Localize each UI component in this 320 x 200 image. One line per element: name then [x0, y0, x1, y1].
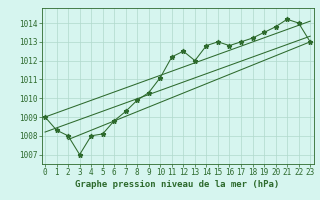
- X-axis label: Graphe pression niveau de la mer (hPa): Graphe pression niveau de la mer (hPa): [76, 180, 280, 189]
